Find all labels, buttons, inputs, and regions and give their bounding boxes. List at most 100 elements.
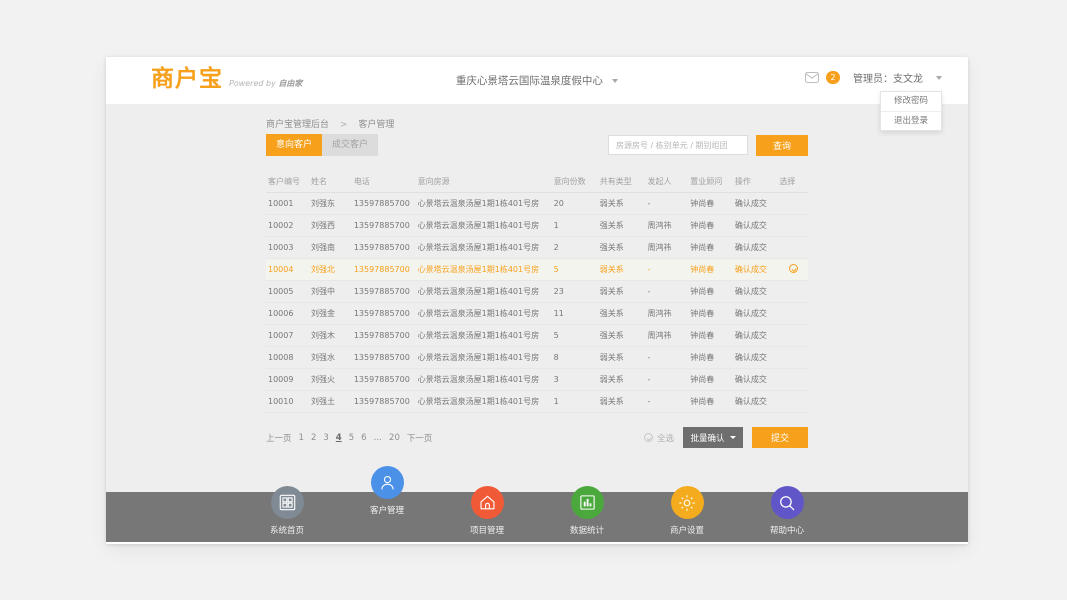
pagination-next[interactable]: 下一页 (406, 433, 433, 444)
batch-confirm-dropdown[interactable]: 批量确认 (683, 427, 743, 448)
check-circle-icon (643, 433, 653, 442)
row-select-cell[interactable] (779, 324, 808, 347)
nav-item-gear[interactable]: 商户设置 (656, 486, 718, 542)
cell-property: 心景塔云温泉汤屋1期1栋401号房 (417, 390, 554, 413)
search-input[interactable] (608, 135, 748, 155)
pagination-page-3[interactable]: 3 (323, 432, 329, 443)
home-icon (470, 486, 504, 519)
row-select-cell[interactable] (779, 368, 808, 391)
cell-phone: 13597885700 (353, 302, 418, 325)
confirm-deal-link[interactable]: 确认成交 (734, 258, 780, 281)
cell-quantity: 2 (553, 236, 600, 259)
cell-quantity: 5 (553, 324, 600, 347)
nav-item-search[interactable]: 帮助中心 (756, 486, 818, 542)
pagination-prev[interactable]: 上一页 (266, 433, 292, 444)
col-phone: 电话 (353, 172, 418, 193)
col-customer-id: 客户编号 (266, 172, 311, 193)
row-select-cell[interactable] (779, 390, 808, 413)
table-row[interactable]: 10005 刘强中 13597885700 心景塔云温泉汤屋1期1栋401号房 23 弱关… (266, 280, 808, 303)
table-header-row: 客户编号 姓名 电话 意向房源 意向份数 共有类型 发起人 置业顾问 操作 选择 (266, 172, 808, 193)
nav-item-home[interactable]: 项目管理 (456, 486, 518, 542)
col-select: 选择 (779, 172, 808, 193)
cell-phone: 13597885700 (353, 280, 418, 303)
row-select-cell[interactable] (779, 258, 808, 281)
cell-relation: 弱关系 (599, 280, 648, 303)
chevron-down-icon[interactable] (612, 79, 619, 83)
pagination-ellipsis: … (373, 432, 383, 443)
admin-label[interactable]: 管理员：支文龙 (853, 74, 923, 85)
cell-advisor: 钟尚春 (690, 346, 735, 369)
toolbar: 意向客户 成交客户 查询 (266, 134, 808, 156)
confirm-deal-link[interactable]: 确认成交 (734, 214, 780, 237)
nav-item-bar-chart[interactable]: 数据统计 (556, 486, 618, 542)
confirm-deal-link[interactable]: 确认成交 (734, 302, 780, 325)
table-row[interactable]: 10008 刘强水 13597885700 心景塔云温泉汤屋1期1栋401号房 8 弱关系… (266, 346, 808, 369)
user-chevron-down-icon[interactable] (936, 75, 942, 80)
confirm-deal-link[interactable]: 确认成交 (734, 346, 780, 369)
project-title[interactable]: 重庆心景塔云国际温泉度假中心 (455, 75, 603, 87)
table-row[interactable]: 10003 刘强南 13597885700 心景塔云温泉汤屋1期1栋401号房 2 强关系… (266, 236, 808, 259)
select-all-toggle[interactable]: 全选 (643, 432, 674, 444)
brand-logo[interactable]: 商户宝 Powered by 自由家 (151, 66, 302, 92)
row-select-cell[interactable] (779, 192, 808, 215)
notification-badge[interactable]: 2 (826, 71, 840, 84)
tab-intent-customers[interactable]: 意向客户 (266, 134, 322, 156)
cell-customer-id: 10007 (266, 324, 311, 347)
breadcrumb: 商户宝管理后台 > 客户管理 (266, 117, 394, 130)
pagination-page-1[interactable]: 1 (298, 432, 304, 443)
table-row[interactable]: 10007 刘强木 13597885700 心景塔云温泉汤屋1期1栋401号房 5 强关系… (266, 324, 808, 347)
cell-property: 心景塔云温泉汤屋1期1栋401号房 (417, 258, 554, 281)
nav-item-grid[interactable]: 系统首页 (256, 486, 318, 542)
table-row[interactable]: 10002 刘强西 13597885700 心景塔云温泉汤屋1期1栋401号房 1 强关系… (266, 214, 808, 237)
row-select-cell[interactable] (779, 236, 808, 259)
menu-item-change-password[interactable]: 修改密码 (893, 96, 928, 106)
breadcrumb-separator: > (339, 120, 348, 130)
tab-closed-customers[interactable]: 成交客户 (322, 134, 378, 156)
col-operation: 操作 (734, 172, 780, 193)
pagination-page-5[interactable]: 5 (348, 432, 355, 443)
confirm-deal-link[interactable]: 确认成交 (734, 390, 780, 413)
cell-relation: 强关系 (599, 324, 648, 347)
confirm-deal-link[interactable]: 确认成交 (734, 280, 780, 303)
table-row[interactable]: 10006 刘强金 13597885700 心景塔云温泉汤屋1期1栋401号房 11 强关… (266, 302, 808, 325)
confirm-deal-link[interactable]: 确认成交 (734, 236, 780, 259)
submit-button[interactable]: 提交 (752, 427, 808, 448)
cell-name: 刘强北 (310, 258, 354, 281)
table-row[interactable]: 10001 刘强东 13597885700 心景塔云温泉汤屋1期1栋401号房 20 弱关… (266, 192, 808, 215)
cell-relation: 弱关系 (599, 390, 648, 413)
row-select-cell[interactable] (779, 346, 808, 369)
menu-item-logout[interactable]: 退出登录 (881, 111, 941, 130)
confirm-deal-link[interactable]: 确认成交 (734, 324, 780, 347)
nav-item-label: 商户设置 (669, 526, 704, 536)
mail-icon[interactable] (805, 72, 819, 83)
cell-quantity: 1 (553, 390, 600, 413)
cell-advisor: 钟尚春 (690, 368, 735, 391)
nav-item-user[interactable]: 客户管理 (356, 466, 418, 522)
pagination-page-2[interactable]: 2 (310, 432, 317, 443)
cell-customer-id: 10004 (266, 258, 311, 281)
search-button[interactable]: 查询 (756, 134, 808, 156)
nav-item-label: 系统首页 (269, 526, 304, 536)
row-select-cell[interactable] (779, 302, 808, 325)
cell-relation: 强关系 (599, 214, 648, 237)
table-row[interactable]: 10009 刘强火 13597885700 心景塔云温泉汤屋1期1栋401号房 3 弱关系… (266, 368, 808, 391)
cell-initiator: - (647, 368, 691, 391)
pagination-page-20[interactable]: 20 (389, 432, 400, 443)
confirm-deal-link[interactable]: 确认成交 (734, 368, 780, 391)
pagination-page-4[interactable]: 4 (335, 432, 342, 443)
search-icon (770, 486, 804, 519)
cell-quantity: 20 (553, 192, 600, 215)
table-row[interactable]: 10010 刘强土 13597885700 心景塔云温泉汤屋1期1栋401号房 1 弱关系… (266, 390, 808, 413)
check-circle-icon[interactable] (789, 263, 799, 273)
grid-icon (270, 486, 304, 519)
row-select-cell[interactable] (779, 214, 808, 237)
table-row[interactable]: 10004 刘强北 13597885700 心景塔云温泉汤屋1期1栋401号房 5 弱关系… (266, 258, 808, 281)
cell-property: 心景塔云温泉汤屋1期1栋401号房 (417, 236, 554, 259)
content-area: 商户宝管理后台 > 客户管理 意向客户 成交客户 查询 客户编号 姓名 电话 (106, 105, 968, 542)
confirm-deal-link[interactable]: 确认成交 (734, 192, 780, 215)
nav-item-label: 客户管理 (369, 506, 404, 516)
pagination-page-6[interactable]: 6 (361, 432, 367, 443)
breadcrumb-root[interactable]: 商户宝管理后台 (266, 120, 330, 130)
col-quantity: 意向份数 (553, 172, 600, 193)
row-select-cell[interactable] (779, 280, 808, 303)
